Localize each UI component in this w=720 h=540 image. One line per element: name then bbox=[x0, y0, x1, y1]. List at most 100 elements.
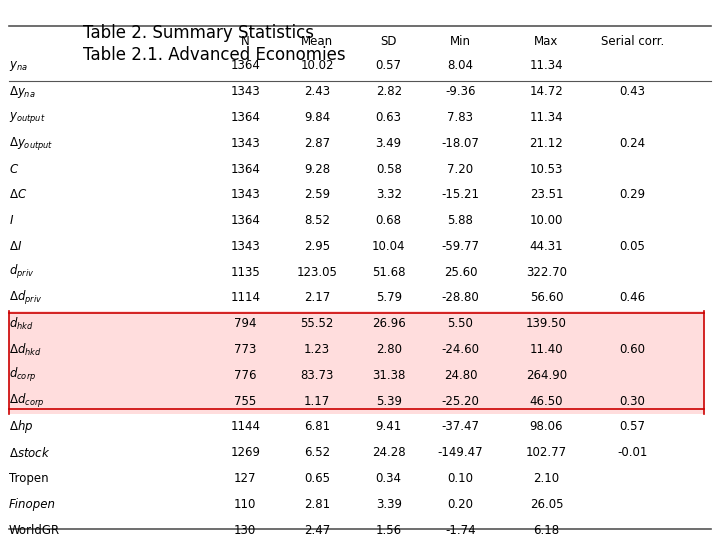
Text: 11.34: 11.34 bbox=[530, 111, 563, 124]
Text: $d_{hkd}$: $d_{hkd}$ bbox=[9, 316, 33, 332]
Text: $C$: $C$ bbox=[9, 163, 19, 176]
FancyBboxPatch shape bbox=[9, 336, 704, 362]
Text: 322.70: 322.70 bbox=[526, 266, 567, 279]
Text: 8.04: 8.04 bbox=[447, 59, 474, 72]
Text: Mean: Mean bbox=[301, 35, 333, 48]
Text: Table 2.1. Advanced Economies: Table 2.1. Advanced Economies bbox=[83, 46, 346, 64]
Text: -0.01: -0.01 bbox=[617, 446, 648, 459]
Text: 9.41: 9.41 bbox=[376, 420, 402, 434]
Text: -25.20: -25.20 bbox=[441, 395, 480, 408]
Text: 7.20: 7.20 bbox=[447, 163, 474, 176]
Text: $\Delta y_{na}$: $\Delta y_{na}$ bbox=[9, 84, 35, 100]
Text: $\Delta y_{output}$: $\Delta y_{output}$ bbox=[9, 134, 53, 152]
Text: 0.10: 0.10 bbox=[447, 472, 474, 485]
Text: 3.39: 3.39 bbox=[376, 498, 402, 511]
Text: 10.02: 10.02 bbox=[300, 59, 333, 72]
Text: -1.74: -1.74 bbox=[445, 523, 476, 537]
Text: -9.36: -9.36 bbox=[445, 85, 476, 98]
Text: $\Delta d_{corp}$: $\Delta d_{corp}$ bbox=[9, 392, 44, 410]
Text: 25.60: 25.60 bbox=[444, 266, 477, 279]
Text: 44.31: 44.31 bbox=[530, 240, 563, 253]
Text: 5.88: 5.88 bbox=[447, 214, 473, 227]
Text: 1364: 1364 bbox=[230, 111, 260, 124]
Text: Finopen: Finopen bbox=[9, 498, 55, 511]
Text: Min: Min bbox=[450, 35, 471, 48]
Text: 26.05: 26.05 bbox=[530, 498, 563, 511]
Text: -149.47: -149.47 bbox=[438, 446, 483, 459]
Text: Tropen: Tropen bbox=[9, 472, 48, 485]
Text: 24.28: 24.28 bbox=[372, 446, 405, 459]
Text: 776: 776 bbox=[234, 369, 256, 382]
Text: 3.49: 3.49 bbox=[376, 137, 402, 150]
Text: 11.40: 11.40 bbox=[530, 343, 563, 356]
Text: 98.06: 98.06 bbox=[530, 420, 563, 434]
Text: 102.77: 102.77 bbox=[526, 446, 567, 459]
Text: Max: Max bbox=[534, 35, 559, 48]
Text: -59.77: -59.77 bbox=[441, 240, 480, 253]
Text: 264.90: 264.90 bbox=[526, 369, 567, 382]
Text: 10.53: 10.53 bbox=[530, 163, 563, 176]
Text: 0.43: 0.43 bbox=[619, 85, 646, 98]
Text: 2.82: 2.82 bbox=[376, 85, 402, 98]
Text: 9.84: 9.84 bbox=[304, 111, 330, 124]
Text: 127: 127 bbox=[234, 472, 256, 485]
Text: 2.80: 2.80 bbox=[376, 343, 402, 356]
Text: 24.80: 24.80 bbox=[444, 369, 477, 382]
Text: 1114: 1114 bbox=[230, 292, 260, 305]
Text: 5.39: 5.39 bbox=[376, 395, 402, 408]
Text: $\Delta I$: $\Delta I$ bbox=[9, 240, 22, 253]
Text: 2.87: 2.87 bbox=[304, 137, 330, 150]
Text: 0.24: 0.24 bbox=[619, 137, 646, 150]
Text: 1364: 1364 bbox=[230, 163, 260, 176]
Text: -18.07: -18.07 bbox=[441, 137, 480, 150]
Text: 0.05: 0.05 bbox=[620, 240, 646, 253]
Text: Table 2. Summary Statistics: Table 2. Summary Statistics bbox=[83, 24, 314, 42]
Text: 1269: 1269 bbox=[230, 446, 260, 459]
Text: 1135: 1135 bbox=[230, 266, 260, 279]
Text: 0.46: 0.46 bbox=[619, 292, 646, 305]
Text: 21.12: 21.12 bbox=[530, 137, 563, 150]
Text: 55.52: 55.52 bbox=[300, 317, 333, 330]
FancyBboxPatch shape bbox=[9, 388, 704, 414]
Text: 5.50: 5.50 bbox=[447, 317, 473, 330]
Text: -28.80: -28.80 bbox=[441, 292, 480, 305]
Text: 1343: 1343 bbox=[230, 85, 260, 98]
Text: 1364: 1364 bbox=[230, 59, 260, 72]
Text: $y_{na}$: $y_{na}$ bbox=[9, 59, 27, 73]
Text: 0.57: 0.57 bbox=[376, 59, 402, 72]
Text: 0.68: 0.68 bbox=[376, 214, 402, 227]
Text: 1343: 1343 bbox=[230, 188, 260, 201]
Text: 2.59: 2.59 bbox=[304, 188, 330, 201]
Text: 755: 755 bbox=[234, 395, 256, 408]
Text: -15.21: -15.21 bbox=[441, 188, 480, 201]
Text: 2.10: 2.10 bbox=[534, 472, 559, 485]
Text: WorldGR: WorldGR bbox=[9, 523, 60, 537]
Text: -24.60: -24.60 bbox=[441, 343, 480, 356]
Text: 6.52: 6.52 bbox=[304, 446, 330, 459]
Text: 8.52: 8.52 bbox=[304, 214, 330, 227]
Text: 9.28: 9.28 bbox=[304, 163, 330, 176]
Text: $\Delta hp$: $\Delta hp$ bbox=[9, 418, 33, 435]
Text: Serial corr.: Serial corr. bbox=[601, 35, 664, 48]
Text: 1343: 1343 bbox=[230, 240, 260, 253]
Text: 110: 110 bbox=[234, 498, 256, 511]
Text: 83.73: 83.73 bbox=[300, 369, 333, 382]
Text: 1.17: 1.17 bbox=[304, 395, 330, 408]
Text: 14.72: 14.72 bbox=[530, 85, 563, 98]
Text: 23.51: 23.51 bbox=[530, 188, 563, 201]
FancyBboxPatch shape bbox=[9, 311, 704, 336]
Text: 773: 773 bbox=[234, 343, 256, 356]
Text: N: N bbox=[241, 35, 250, 48]
Text: 10.00: 10.00 bbox=[530, 214, 563, 227]
Text: 3.32: 3.32 bbox=[376, 188, 402, 201]
Text: 0.65: 0.65 bbox=[304, 472, 330, 485]
Text: 6.81: 6.81 bbox=[304, 420, 330, 434]
Text: 2.81: 2.81 bbox=[304, 498, 330, 511]
Text: 31.38: 31.38 bbox=[372, 369, 405, 382]
Text: $I$: $I$ bbox=[9, 214, 14, 227]
Text: $\Delta stock$: $\Delta stock$ bbox=[9, 446, 50, 460]
Text: 0.30: 0.30 bbox=[620, 395, 646, 408]
Text: 6.18: 6.18 bbox=[534, 523, 559, 537]
FancyBboxPatch shape bbox=[9, 362, 704, 388]
Text: 5.79: 5.79 bbox=[376, 292, 402, 305]
